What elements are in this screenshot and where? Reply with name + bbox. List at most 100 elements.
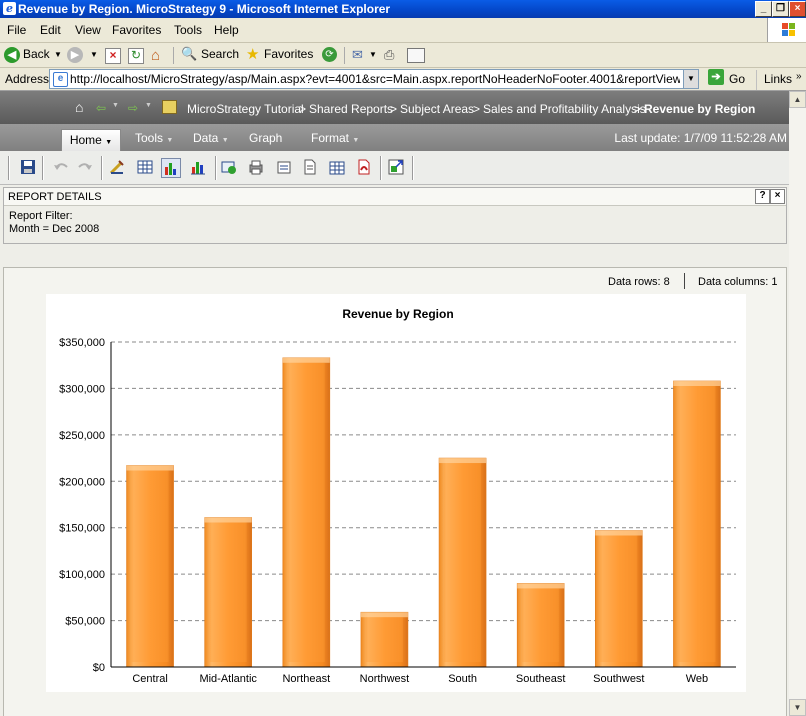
search-button[interactable]: Search <box>201 47 240 61</box>
y-tick-label: $50,000 <box>65 616 105 628</box>
favorites-button[interactable]: Favorites <box>264 47 314 61</box>
links-button[interactable]: Links <box>756 70 792 90</box>
bar-southeast <box>516 583 565 668</box>
forward-dropdown-icon[interactable]: ▼ <box>90 50 98 59</box>
print-icon[interactable]: ⎙ <box>384 47 395 62</box>
report-area: Data rows: 8 Data columns: 1 Revenue by … <box>3 267 787 716</box>
menu-view[interactable]: View <box>75 23 101 37</box>
bar-web <box>673 380 721 668</box>
menu-tools[interactable]: Tools <box>174 23 203 37</box>
x-tick-label: Southwest <box>593 673 644 685</box>
chevron-down-icon: ▼ <box>166 137 174 144</box>
go-button[interactable]: Go <box>729 72 746 86</box>
chart-bars <box>126 357 721 668</box>
tab-format[interactable]: Format ▼ <box>311 131 359 145</box>
bar-top-bevel <box>673 381 721 386</box>
redo-icon[interactable] <box>76 158 94 176</box>
report-filter-value: Month = Dec 2008 <box>9 223 100 235</box>
bar-chart-svg: Revenue by Region $0 $50,000 $100,000 $150,… <box>59 307 736 685</box>
tab-data[interactable]: Data ▼ <box>193 131 229 145</box>
mail-icon[interactable]: ✉ <box>352 47 363 62</box>
vertical-scrollbar[interactable]: ▲ ▼ <box>789 91 806 716</box>
grid-graph-view-icon[interactable] <box>189 158 207 176</box>
forward-arrow-icon[interactable]: ▶ <box>67 47 83 63</box>
bar-rect <box>516 583 565 668</box>
y-tick-label: $0 <box>93 662 105 674</box>
go-arrow-icon[interactable]: ➔ <box>708 69 724 85</box>
home-icon[interactable]: ⌂ <box>151 47 161 64</box>
scroll-up-icon[interactable]: ▲ <box>789 91 806 108</box>
x-axis: Central Mid-Atlantic Northeast Northwest Sou… <box>111 666 736 685</box>
mail-dropdown-icon[interactable]: ▼ <box>369 50 377 59</box>
stop-icon[interactable]: × <box>105 48 121 64</box>
address-bar: Address e http://localhost/MicroStrategy… <box>0 68 806 91</box>
back-dropdown-icon[interactable]: ▼ <box>54 50 62 59</box>
back-button[interactable]: Back <box>23 47 50 61</box>
links-chevron-icon[interactable]: » <box>796 71 802 82</box>
crumb-sales-analysis[interactable]: Sales and Profitability Analysis <box>483 102 646 116</box>
crumb-subject-areas[interactable]: Subject Areas <box>400 102 475 116</box>
bar-inner-face <box>678 386 716 662</box>
back-arrow-icon[interactable]: ◀ <box>4 47 20 63</box>
restore-button[interactable]: ❐ <box>772 1 789 17</box>
undo-icon[interactable] <box>52 158 70 176</box>
tab-home-label: Home <box>69 133 102 147</box>
chevron-down-icon: ▼ <box>105 139 113 146</box>
full-screen-icon[interactable] <box>387 158 405 176</box>
close-window-button[interactable]: × <box>789 1 806 17</box>
home-nav-icon[interactable]: ⌂ <box>75 99 84 115</box>
crumb-tutorial[interactable]: MicroStrategy Tutorial <box>187 102 304 116</box>
save-icon[interactable] <box>19 158 37 176</box>
nav-tabs: Home ▼ Tools ▼ Data ▼ Graph Format ▼ Las… <box>0 124 789 151</box>
export-text-icon[interactable] <box>301 158 319 176</box>
address-dropdown-icon[interactable]: ▼ <box>683 70 698 88</box>
revenue-chart: Revenue by Region $0 $50,000 $100,000 $150,… <box>46 294 746 692</box>
bar-central <box>126 465 174 668</box>
y-tick-label: $100,000 <box>59 569 105 581</box>
tab-graph[interactable]: Graph <box>249 131 283 145</box>
export-excel-icon[interactable] <box>328 158 346 176</box>
window-title: Revenue by Region. MicroStrategy 9 - Mic… <box>18 2 391 16</box>
menu-file[interactable]: File <box>7 23 27 37</box>
y-tick-label: $300,000 <box>59 383 105 395</box>
favorites-star-icon[interactable]: ★ <box>246 46 260 63</box>
menu-favorites[interactable]: Favorites <box>112 23 162 37</box>
address-url[interactable]: http://localhost/MicroStrategy/asp/Main.… <box>70 72 680 86</box>
back-nav-icon[interactable]: ⇦ <box>96 101 107 115</box>
menu-help[interactable]: Help <box>214 23 239 37</box>
tab-home[interactable]: Home ▼ <box>61 129 121 151</box>
folder-up-icon[interactable] <box>162 100 177 114</box>
tab-tools[interactable]: Tools ▼ <box>135 131 173 145</box>
edit-page-icon[interactable] <box>407 48 425 63</box>
search-icon[interactable]: 🔍 <box>181 46 198 61</box>
help-icon[interactable]: ? <box>755 189 770 204</box>
menu-edit[interactable]: Edit <box>40 23 61 37</box>
media-icon[interactable]: ⟳ <box>322 47 337 62</box>
print-report-icon[interactable] <box>247 158 265 176</box>
crumb-shared-reports[interactable]: Shared Reports <box>309 102 394 116</box>
bar-rect <box>673 380 721 668</box>
address-input[interactable]: e http://localhost/MicroStrategy/asp/Mai… <box>49 69 699 89</box>
report-details-title: REPORT DETAILS <box>8 191 102 203</box>
menu-bar: File Edit View Favorites Tools Help <box>0 18 806 43</box>
refresh-icon[interactable]: ↻ <box>128 48 144 64</box>
scroll-down-icon[interactable]: ▼ <box>789 699 806 716</box>
forward-nav-dropdown-icon[interactable]: ▼ <box>145 102 152 109</box>
window-title-bar: e Revenue by Region. MicroStrategy 9 - M… <box>0 0 806 18</box>
graph-view-icon[interactable] <box>161 158 181 178</box>
chevron-down-icon: ▼ <box>221 137 229 144</box>
y-tick-label: $350,000 <box>59 337 105 349</box>
export-icon[interactable] <box>275 158 293 176</box>
x-tick-label: Central <box>132 673 167 685</box>
minimize-button[interactable]: _ <box>755 1 772 17</box>
forward-nav-icon[interactable]: ⇨ <box>128 101 139 115</box>
grid-view-icon[interactable] <box>136 158 154 176</box>
close-icon[interactable]: × <box>770 189 785 204</box>
bar-top-bevel <box>517 583 565 589</box>
back-nav-dropdown-icon[interactable]: ▼ <box>112 102 119 109</box>
export-pdf-icon[interactable] <box>355 158 373 176</box>
ie-app-icon: e <box>3 2 16 15</box>
design-mode-icon[interactable] <box>108 158 126 176</box>
refresh-report-icon[interactable] <box>220 158 238 176</box>
report-details-panel: REPORT DETAILS ? × Report Filter: Month … <box>3 187 787 244</box>
